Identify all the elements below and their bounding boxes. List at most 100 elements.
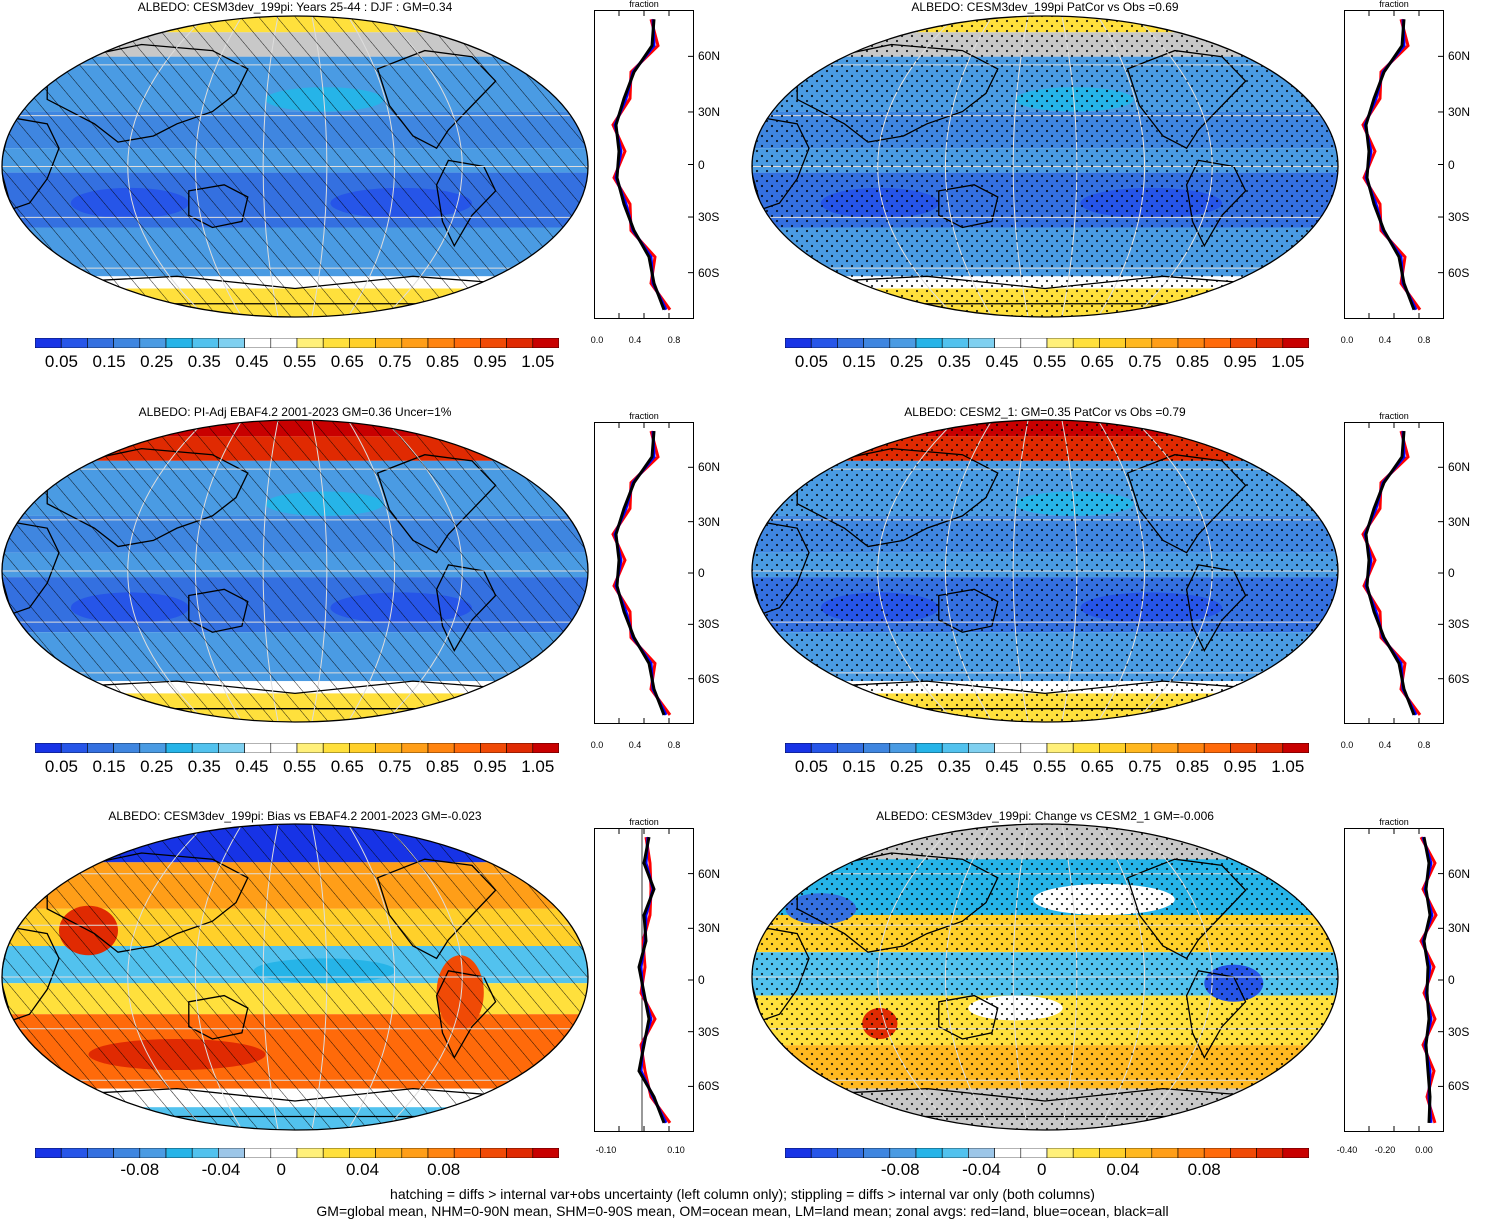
colorbar-swatch (296, 1148, 324, 1158)
colorbar-swatch (1282, 1148, 1309, 1158)
colorbar-swatch (139, 338, 167, 348)
zonal-axis-header: fraction (629, 411, 659, 421)
map-title: ALBEDO: CESM3dev_199pi: Change vs CESM2_… (876, 809, 1214, 823)
colorbar-label: 0.85 (1175, 352, 1210, 371)
colorbar-label: 0.95 (473, 757, 507, 776)
colorbar-swatch (1072, 1148, 1100, 1158)
colorbar-swatch (60, 743, 88, 753)
latitude-label: 30N (1448, 921, 1471, 936)
robinson-map (751, 419, 1339, 723)
hatching-overlay (2, 420, 588, 722)
colorbar-swatch (191, 338, 219, 348)
colorbar-label: 0.08 (1187, 1160, 1221, 1179)
map-title: ALBEDO: CESM2_1: GM=0.35 PatCor vs Obs =… (904, 405, 1186, 419)
colorbar (35, 743, 559, 753)
colorbar-label: 0.65 (330, 352, 364, 371)
colorbar-swatch (87, 1148, 114, 1158)
colorbar-swatch (1203, 1148, 1231, 1158)
colorbar-swatch (165, 338, 193, 348)
latitude-label: 60S (1448, 265, 1470, 280)
colorbar-swatch (532, 743, 559, 753)
colorbar-swatch (889, 1148, 917, 1158)
colorbar-label: -0.08 (880, 1160, 920, 1179)
colorbar-label: 0.25 (890, 352, 924, 371)
colorbar-swatch (1099, 1148, 1126, 1158)
colorbar-label: 0.04 (345, 1160, 380, 1179)
colorbar-swatch (941, 338, 969, 348)
latitude-label: 60N (1448, 460, 1471, 475)
latitude-label: 60N (698, 460, 721, 475)
map-border (1, 823, 589, 1131)
zonal-axis-header: fraction (1379, 0, 1409, 9)
zonal-tick-label: 0.8 (1417, 740, 1431, 750)
map-title: ALBEDO: PI-Adj EBAF4.2 2001-2023 GM=0.36… (138, 405, 452, 419)
colorbar-swatch (453, 743, 481, 753)
colorbar-swatch (1125, 743, 1153, 753)
map-border (1, 419, 589, 723)
colorbar-swatch (427, 338, 455, 348)
colorbar-swatch (375, 743, 403, 753)
latitude-label: 0 (1448, 973, 1455, 987)
colorbar-label: 0 (1037, 1160, 1047, 1179)
colorbar-swatch (1230, 338, 1257, 348)
zonal-tick-label: 0.8 (1417, 335, 1431, 345)
colorbar-label: 0.95 (473, 352, 507, 371)
colorbar-label: 0.05 (794, 352, 828, 371)
colorbar-swatch (1151, 1148, 1179, 1158)
colorbar-swatch (1282, 743, 1309, 753)
latitude-label: 30S (1448, 617, 1470, 632)
colorbar-swatch (1203, 338, 1231, 348)
colorbar-label: 0 (276, 1160, 286, 1179)
colorbar-swatch (1256, 1148, 1284, 1158)
latitude-label: 30N (698, 104, 721, 119)
colorbar-swatch (427, 743, 455, 753)
colorbar-swatch (915, 1148, 943, 1158)
colorbar-swatch (113, 338, 141, 348)
zonal-average-plot (594, 10, 694, 319)
colorbar-label: 0.45 (235, 757, 269, 776)
colorbar-swatch (1020, 1148, 1048, 1158)
zonal-tick-label: 0.4 (628, 335, 642, 345)
colorbar-swatch (270, 743, 298, 753)
zonal-tick-label: 0.8 (667, 740, 681, 750)
map-title: ALBEDO: CESM3dev_199pi PatCor vs Obs =0.… (911, 0, 1179, 14)
colorbar-swatch (941, 743, 969, 753)
zonal-all-line (1364, 19, 1416, 311)
colorbar-swatch (349, 743, 376, 753)
colorbar-swatch (480, 1148, 507, 1158)
colorbar-swatch (506, 338, 534, 348)
colorbar-label: 0.85 (425, 757, 460, 776)
colorbar-label: -0.04 (962, 1160, 1001, 1179)
colorbar-swatch (1046, 743, 1074, 753)
colorbar-swatch (1020, 338, 1048, 348)
colorbar-swatch (1282, 338, 1309, 348)
colorbar-swatch (401, 743, 429, 753)
latitude-label: 0 (698, 973, 705, 987)
latitude-label: 60N (698, 49, 721, 64)
colorbar-swatch (1046, 1148, 1074, 1158)
zonal-axis-header: fraction (629, 817, 659, 827)
colorbar-swatch (165, 743, 193, 753)
colorbar-swatch (1177, 743, 1205, 753)
latitude-label: 30S (698, 210, 720, 225)
latitude-label: 60N (1448, 49, 1471, 64)
robinson-map (1, 823, 589, 1131)
colorbar-label: 0.75 (378, 352, 412, 371)
colorbar-label: 0.05 (794, 757, 828, 776)
colorbar-swatch (837, 1148, 864, 1158)
zonal-all-line (1422, 836, 1432, 1123)
colorbar-swatch (480, 338, 507, 348)
colorbar-swatch (218, 1148, 245, 1158)
colorbar-swatch (1099, 338, 1126, 348)
latitude-label: 60S (698, 265, 720, 280)
colorbar-swatch (994, 1148, 1022, 1158)
latitude-label: 30N (698, 921, 721, 936)
colorbar-swatch (863, 743, 891, 753)
zonal-tick-label: 0.8 (667, 335, 681, 345)
latitude-label: 60S (1448, 671, 1470, 686)
colorbar-swatch (915, 338, 943, 348)
zonal-average-plot (1344, 828, 1444, 1132)
colorbar-swatch (994, 338, 1022, 348)
colorbar-swatch (1230, 1148, 1257, 1158)
colorbar-swatch (35, 1148, 62, 1158)
